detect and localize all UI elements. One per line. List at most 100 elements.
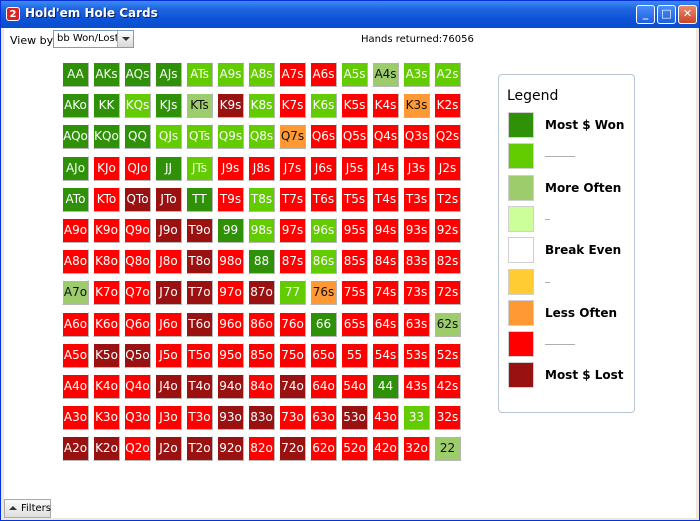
hand-cell[interactable]: 74o: [279, 374, 306, 399]
hand-cell[interactable]: AJo: [62, 156, 89, 181]
hand-cell[interactable]: 92o: [217, 436, 244, 461]
hand-cell[interactable]: J6o: [155, 312, 182, 337]
hand-cell[interactable]: 22: [434, 436, 461, 461]
hand-cell[interactable]: A2o: [62, 436, 89, 461]
hand-cell[interactable]: 87s: [279, 249, 306, 274]
hand-cell[interactable]: 88: [248, 249, 275, 274]
hand-cell[interactable]: T5o: [186, 343, 213, 368]
hand-cell[interactable]: QJo: [124, 156, 151, 181]
hand-cell[interactable]: T7o: [186, 280, 213, 305]
hand-cell[interactable]: T5s: [341, 187, 368, 212]
hand-cell[interactable]: 86s: [310, 249, 337, 274]
hand-cell[interactable]: K6s: [310, 93, 337, 118]
hand-cell[interactable]: K4s: [372, 93, 399, 118]
hand-cell[interactable]: AQo: [62, 124, 89, 149]
hand-cell[interactable]: KTo: [93, 187, 120, 212]
hand-cell[interactable]: 73o: [279, 405, 306, 430]
hand-cell[interactable]: QQ: [124, 124, 151, 149]
hand-cell[interactable]: Q5o: [124, 343, 151, 368]
hand-cell[interactable]: J9s: [217, 156, 244, 181]
hand-cell[interactable]: AA: [62, 62, 89, 87]
hand-cell[interactable]: K6o: [93, 312, 120, 337]
hand-cell[interactable]: T6o: [186, 312, 213, 337]
hand-cell[interactable]: K2s: [434, 93, 461, 118]
hand-cell[interactable]: K7s: [279, 93, 306, 118]
maximize-button[interactable]: □: [657, 5, 676, 24]
hand-cell[interactable]: Q3s: [403, 124, 430, 149]
hand-cell[interactable]: K8o: [93, 249, 120, 274]
hand-cell[interactable]: 92s: [434, 218, 461, 243]
hand-cell[interactable]: 63s: [403, 312, 430, 337]
hand-cell[interactable]: J4o: [155, 374, 182, 399]
hand-cell[interactable]: 43o: [372, 405, 399, 430]
hand-cell[interactable]: KQo: [93, 124, 120, 149]
hand-cell[interactable]: A5o: [62, 343, 89, 368]
hand-cell[interactable]: 73s: [403, 280, 430, 305]
hand-cell[interactable]: ATs: [186, 62, 213, 87]
hand-cell[interactable]: 98s: [248, 218, 275, 243]
hand-cell[interactable]: 75s: [341, 280, 368, 305]
hand-cell[interactable]: 32o: [403, 436, 430, 461]
hand-cell[interactable]: Q9o: [124, 218, 151, 243]
hand-cell[interactable]: Q2o: [124, 436, 151, 461]
hand-cell[interactable]: T9o: [186, 218, 213, 243]
hand-cell[interactable]: 33: [403, 405, 430, 430]
hand-cell[interactable]: 42s: [434, 374, 461, 399]
hand-cell[interactable]: T4o: [186, 374, 213, 399]
filters-button[interactable]: Filters: [4, 499, 51, 518]
hand-cell[interactable]: A3s: [403, 62, 430, 87]
hand-cell[interactable]: 93s: [403, 218, 430, 243]
title-bar[interactable]: 2 Hold'em Hole Cards _ □ ✕: [1, 1, 699, 28]
hand-cell[interactable]: QJs: [155, 124, 182, 149]
hand-cell[interactable]: J2o: [155, 436, 182, 461]
hand-cell[interactable]: K9o: [93, 218, 120, 243]
hand-cell[interactable]: 94s: [372, 218, 399, 243]
hand-cell[interactable]: A2s: [434, 62, 461, 87]
hand-cell[interactable]: TT: [186, 187, 213, 212]
hand-cell[interactable]: 87o: [248, 280, 275, 305]
hand-cell[interactable]: J6s: [310, 156, 337, 181]
hand-cell[interactable]: 52o: [341, 436, 368, 461]
hand-cell[interactable]: 82o: [248, 436, 275, 461]
hand-cell[interactable]: K3o: [93, 405, 120, 430]
hand-cell[interactable]: ATo: [62, 187, 89, 212]
hand-cell[interactable]: Q8s: [248, 124, 275, 149]
hand-cell[interactable]: Q4s: [372, 124, 399, 149]
hand-cell[interactable]: K5s: [341, 93, 368, 118]
hand-cell[interactable]: K8s: [248, 93, 275, 118]
hand-cell[interactable]: JTo: [155, 187, 182, 212]
hand-cell[interactable]: 64o: [310, 374, 337, 399]
hand-cell[interactable]: J7s: [279, 156, 306, 181]
hand-cell[interactable]: 82s: [434, 249, 461, 274]
hand-cell[interactable]: 93o: [217, 405, 244, 430]
hand-cell[interactable]: 55: [341, 343, 368, 368]
hand-cell[interactable]: 86o: [248, 312, 275, 337]
hand-cell[interactable]: T4s: [372, 187, 399, 212]
hand-cell[interactable]: J8s: [248, 156, 275, 181]
hand-cell[interactable]: A4s: [372, 62, 399, 87]
hand-cell[interactable]: 76s: [310, 280, 337, 305]
hand-cell[interactable]: 52s: [434, 343, 461, 368]
hand-cell[interactable]: KTs: [186, 93, 213, 118]
hand-cell[interactable]: Q6s: [310, 124, 337, 149]
hand-cell[interactable]: T2s: [434, 187, 461, 212]
hand-cell[interactable]: J5o: [155, 343, 182, 368]
hand-cell[interactable]: K4o: [93, 374, 120, 399]
hand-cell[interactable]: T9s: [217, 187, 244, 212]
hand-cell[interactable]: J5s: [341, 156, 368, 181]
hand-cell[interactable]: 76o: [279, 312, 306, 337]
hand-cell[interactable]: 96o: [217, 312, 244, 337]
hand-cell[interactable]: 44: [372, 374, 399, 399]
hand-cell[interactable]: QTs: [186, 124, 213, 149]
hand-cell[interactable]: K7o: [93, 280, 120, 305]
hand-cell[interactable]: 97s: [279, 218, 306, 243]
hand-cell[interactable]: K5o: [93, 343, 120, 368]
hand-cell[interactable]: T8o: [186, 249, 213, 274]
hand-cell[interactable]: K3s: [403, 93, 430, 118]
hand-cell[interactable]: Q4o: [124, 374, 151, 399]
hand-cell[interactable]: 84o: [248, 374, 275, 399]
hand-cell[interactable]: 54o: [341, 374, 368, 399]
hand-cell[interactable]: 65o: [310, 343, 337, 368]
hand-cell[interactable]: K9s: [217, 93, 244, 118]
hand-cell[interactable]: Q3o: [124, 405, 151, 430]
